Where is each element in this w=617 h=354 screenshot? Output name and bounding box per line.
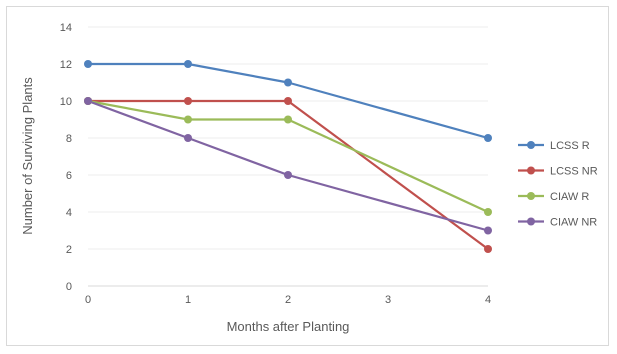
- series-line-ciaw-nr: [87, 99, 489, 232]
- data-point-ciaw-nr: [284, 171, 292, 179]
- x-axis-ticks: 0 1 2 3 4: [85, 294, 491, 306]
- x-tick-label: 2: [285, 294, 291, 306]
- legend-marker-ciaw-r: [527, 192, 535, 200]
- data-point-lcss-nr: [484, 245, 492, 253]
- y-tick-label: 6: [66, 170, 72, 182]
- data-point-ciaw-nr: [484, 226, 492, 235]
- y-tick-label: 12: [60, 59, 72, 71]
- chart-area: [6, 6, 609, 346]
- data-point-lcss-r: [284, 78, 292, 87]
- data-point-lcss-r: [484, 134, 492, 142]
- legend-marker-lcss-nr: [527, 166, 535, 175]
- series-line-ciaw-r: [87, 99, 489, 213]
- data-point-lcss-nr: [284, 97, 292, 105]
- x-tick-label: 3: [385, 294, 391, 306]
- legend-label-ciaw-nr: CIAW NR: [550, 217, 597, 229]
- y-axis-title: Number of Surviving Plants: [20, 77, 35, 235]
- y-tick-label: 0: [66, 281, 72, 293]
- legend: LCSS R LCSS NR CIAW R CIAW NR: [518, 140, 598, 229]
- legend-label-ciaw-r: CIAW R: [550, 191, 589, 203]
- y-tick-label: 2: [66, 244, 72, 256]
- x-tick-label: 0: [85, 294, 91, 306]
- data-point-lcss-r: [84, 60, 92, 68]
- data-point-ciaw-nr: [184, 134, 192, 142]
- y-tick-label: 8: [66, 133, 72, 145]
- legend-marker-ciaw-nr: [527, 217, 535, 226]
- series-line-lcss-r: [88, 62, 489, 140]
- series-lines: [87, 62, 489, 250]
- data-point-ciaw-r: [284, 115, 292, 124]
- data-point-lcss-nr: [184, 97, 192, 105]
- x-axis-title: Months after Planting: [227, 319, 350, 334]
- x-tick-label: 1: [185, 294, 191, 306]
- data-point-ciaw-r: [484, 208, 492, 216]
- legend-marker-lcss-r: [527, 141, 535, 149]
- legend-label-lcss-nr: LCSS NR: [550, 166, 598, 178]
- y-tick-label: 4: [66, 207, 72, 219]
- legend-label-lcss-r: LCSS R: [550, 140, 590, 152]
- series-line-lcss-nr: [88, 99, 489, 250]
- data-point-ciaw-nr: [84, 97, 92, 105]
- y-tick-label: 14: [60, 22, 72, 34]
- gridlines: [88, 26, 488, 250]
- x-tick-label: 4: [485, 294, 491, 306]
- data-point-lcss-r: [184, 60, 192, 68]
- y-tick-label: 10: [60, 96, 72, 108]
- data-point-ciaw-r: [184, 115, 192, 124]
- y-axis-ticks: 0 2 4 6 8 10 12 14: [60, 22, 72, 293]
- series-points: [84, 60, 492, 253]
